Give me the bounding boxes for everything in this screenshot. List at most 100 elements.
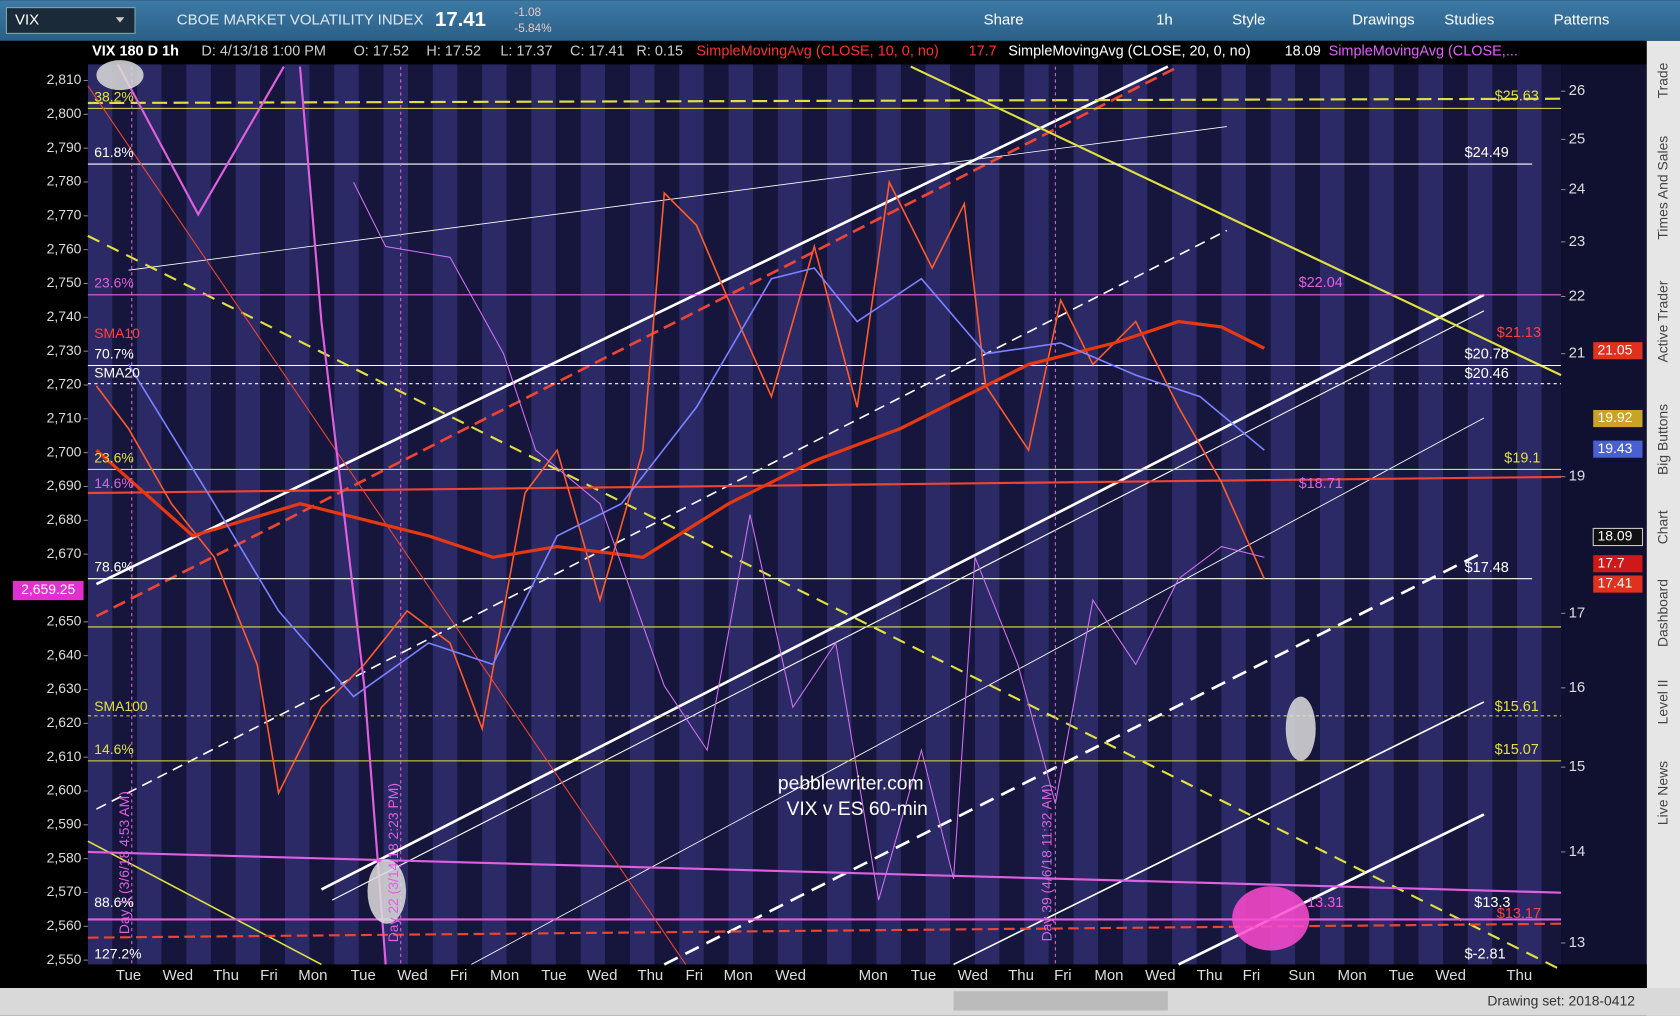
price-tag-label: 19.43 [1598, 440, 1633, 456]
x-label: Thu [1506, 967, 1532, 984]
left-tick-label: 2,680 [47, 511, 82, 527]
scroll-bar[interactable] [0, 988, 1680, 1016]
x-label: Tue [911, 967, 936, 984]
right-tick-label: 21 [1569, 345, 1586, 362]
left-tick-label: 2,750 [47, 274, 82, 290]
description: CBOE MARKET VOLATILITY INDEX [177, 11, 424, 28]
sidebar-tab[interactable]: Trade [1655, 62, 1671, 98]
x-label: Fri [1054, 967, 1072, 984]
header-item: VIX 180 D 1h [92, 43, 179, 59]
sidebar-tab[interactable]: Dashboard [1655, 579, 1671, 647]
x-label: Tue [541, 967, 566, 984]
sidebar-tab[interactable]: Live News [1655, 761, 1671, 825]
dropdown-arrow [115, 17, 125, 23]
left-tick-label: 2,570 [47, 883, 82, 899]
left-tick-label: 2,600 [47, 782, 82, 798]
left-tick-label: 2,580 [47, 849, 82, 865]
sidebar-tab[interactable]: Chart [1655, 510, 1671, 544]
toolbar-button[interactable]: Style [1232, 11, 1265, 28]
toolbar-button[interactable]: Drawings [1352, 11, 1415, 28]
fib-label: SMA10 [94, 325, 140, 341]
level-label: $13.17 [1497, 906, 1541, 922]
fib-label: 78.6% [94, 559, 133, 575]
price-tag [1593, 555, 1643, 573]
symbol: VIX [15, 11, 39, 28]
sidebar-tab[interactable]: Big Buttons [1655, 404, 1671, 475]
price-tag [1593, 342, 1643, 360]
x-label: Wed [1435, 967, 1466, 984]
last-price: 17.41 [435, 9, 486, 31]
right-tick-label: 14 [1569, 843, 1586, 860]
x-label: Wed [958, 967, 989, 984]
right-tick-label: 13 [1569, 934, 1586, 951]
price-tag [1593, 440, 1643, 458]
x-label: Sun [1288, 967, 1315, 984]
watermark: pebblewriter.com [778, 774, 924, 795]
right-tick-label: 22 [1569, 287, 1586, 304]
price-tag [1592, 527, 1644, 547]
price-tag-label: 19.92 [1598, 409, 1633, 425]
x-label: Tue [116, 967, 141, 984]
level-label: $20.78 [1465, 347, 1509, 363]
left-tick-label: 2,690 [47, 477, 82, 493]
fib-label: 38.2% [94, 88, 133, 104]
left-tick-label: 2,640 [47, 646, 82, 662]
fib-label: 61.8% [94, 144, 133, 160]
sidebar-tab[interactable]: Times And Sales [1655, 136, 1671, 240]
left-tick-label: 2,560 [47, 917, 82, 933]
change-pct: -5.84% [514, 22, 552, 35]
x-label: Wed [163, 967, 194, 984]
x-label: Mon [1338, 967, 1367, 984]
price-tag-label: 18.09 [1598, 528, 1633, 544]
x-label: Thu [637, 967, 663, 984]
plot-area [87, 64, 1562, 965]
x-label: Fri [686, 967, 703, 984]
sidebar-tab[interactable]: Level II [1655, 680, 1671, 725]
left-tick-label: 2,800 [47, 105, 82, 121]
fib-label: 14.6% [94, 475, 133, 491]
level-label: $13.3 [1474, 895, 1510, 911]
x-axis-bg [0, 964, 1647, 988]
sidebar-tab[interactable]: Active Trader [1655, 280, 1671, 362]
left-tick-label: 2,790 [47, 139, 82, 155]
header-item: H: 17.52 [426, 43, 481, 59]
right-tick-label: 15 [1569, 758, 1586, 775]
fib-label: 127.2% [94, 945, 141, 961]
level-label: $22.04 [1299, 275, 1343, 291]
toolbar-button[interactable]: Share [984, 11, 1024, 28]
left-tick-label: 2,620 [47, 714, 82, 730]
drawing-set: Drawing set: 2018-0412 [1487, 993, 1635, 1009]
right-tick-label: 17 [1569, 604, 1586, 621]
level-label: $20.46 [1465, 366, 1509, 382]
level-label: $21.13 [1497, 325, 1541, 341]
left-axis-bg [0, 64, 88, 965]
x-label: Thu [1197, 967, 1223, 984]
symbol-box[interactable] [5, 7, 136, 34]
right-tick-label: 24 [1569, 181, 1586, 198]
level-label: 13.31 [1307, 895, 1343, 911]
fib-label: SMA100 [94, 698, 148, 714]
sidebar [1646, 40, 1680, 1016]
fib-label: 70.7% [94, 345, 133, 361]
left-tick-label: 2,670 [47, 545, 82, 561]
header-item: SimpleMovingAvg (CLOSE, 10, 0, no) [696, 43, 938, 59]
header-item: 17.7 [969, 43, 997, 59]
x-label: Mon [724, 967, 753, 984]
price-tag-label: 17.41 [1598, 575, 1633, 591]
right-tick-label: 26 [1569, 82, 1586, 99]
x-label: Fri [260, 967, 278, 984]
price-tag-label: 21.05 [1598, 341, 1633, 357]
level-label: $-2.81 [1465, 947, 1506, 963]
left-tick-label: 2,630 [47, 680, 82, 696]
trendlines [87, 60, 1562, 971]
toolbar-button[interactable]: 1h [1156, 11, 1173, 28]
right-axis-bg [1561, 64, 1647, 965]
x-label: Mon [298, 967, 327, 984]
toolbar-button[interactable]: Studies [1444, 11, 1494, 28]
scroll-thumb[interactable] [953, 991, 1168, 1011]
x-label: Wed [587, 967, 618, 984]
watermark: VIX v ES 60-min [786, 799, 927, 820]
toolbar-button[interactable]: Patterns [1554, 11, 1610, 28]
x-label: Tue [1389, 967, 1414, 984]
